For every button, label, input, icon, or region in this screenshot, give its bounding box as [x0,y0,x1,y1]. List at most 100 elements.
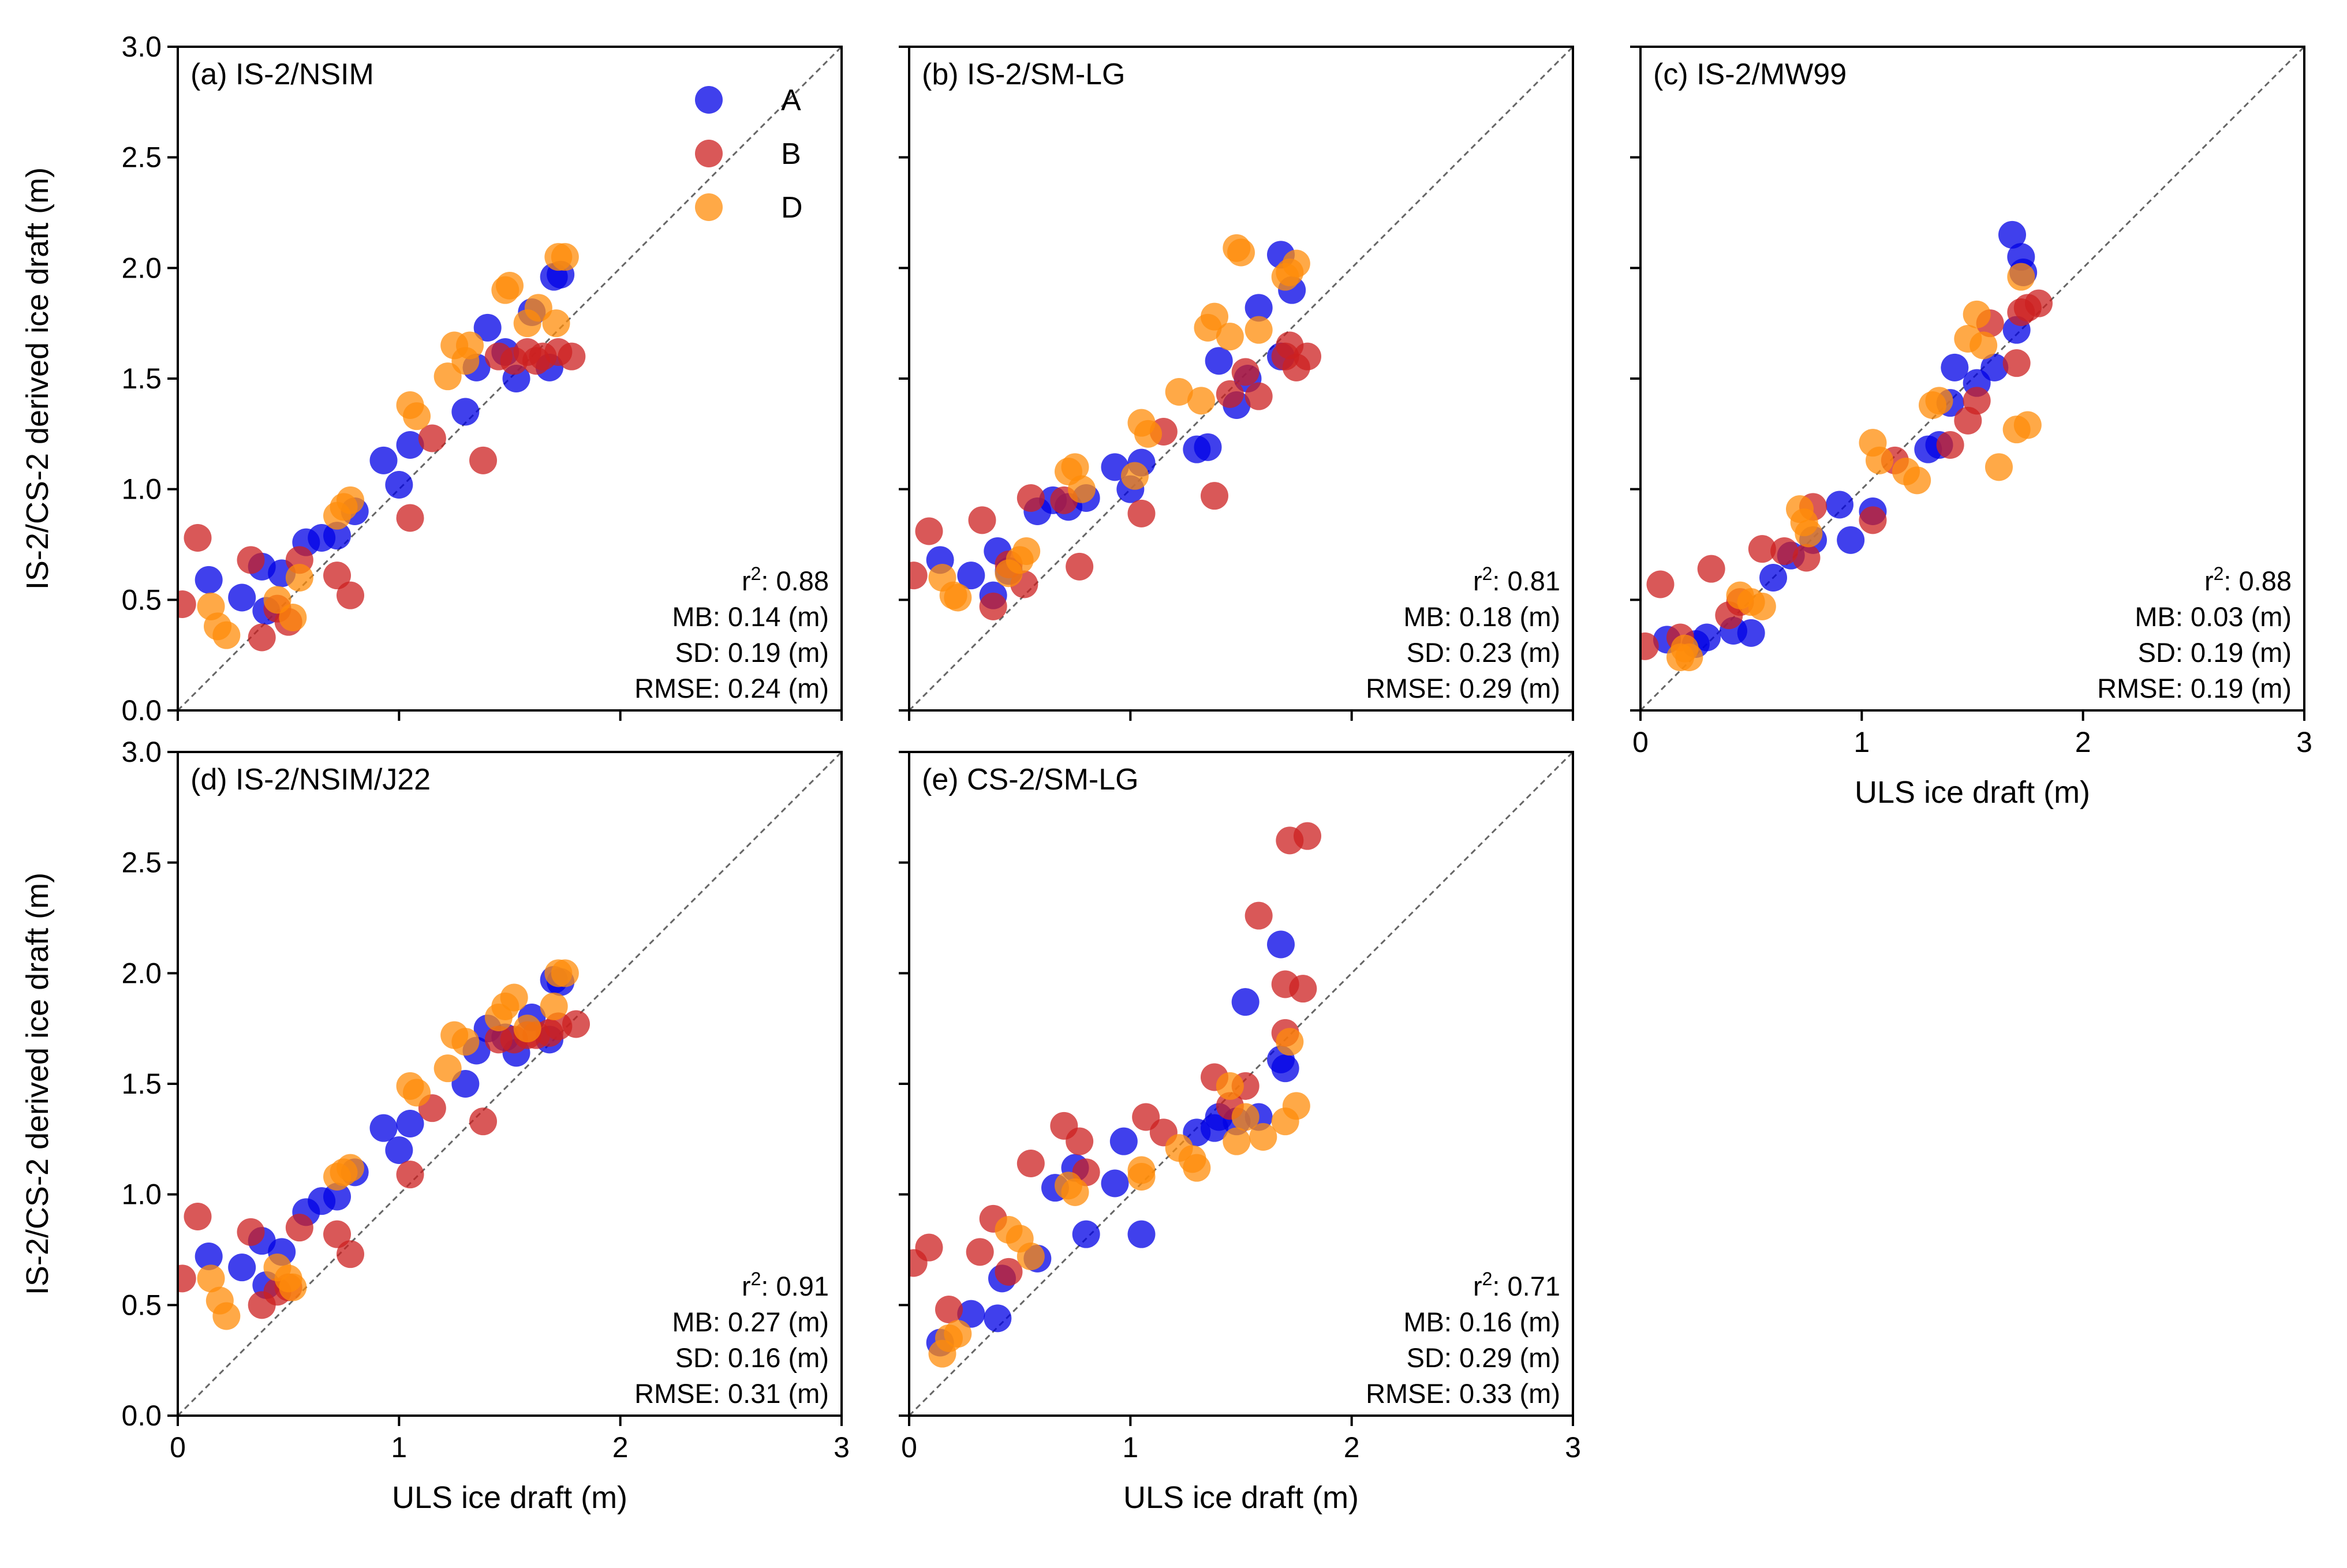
point-D [1231,1103,1260,1131]
y-tick-label: 1.0 [121,1178,162,1211]
point-B [323,562,351,590]
point-B [1859,506,1887,534]
point-B [1294,822,1321,850]
point-A [451,398,480,426]
panel-5: 0 1 2 3 ULS ice draft (m) (e) CS-2/SM-LG r2: 0… [899,751,1581,1515]
y-tick-label: 1.5 [121,1068,162,1100]
point-D [1127,1156,1156,1184]
panel-title: (e) CS-2/SM-LG [922,763,1139,796]
point-D [1216,1072,1244,1100]
point-A [1980,353,2009,381]
stat-sd: SD: 0.19 (m) [675,637,829,668]
point-D [1016,1243,1045,1270]
point-D [1183,1154,1211,1182]
panel-title: (b) IS-2/SM-LG [922,58,1126,91]
x-tick-label: 2 [1344,1431,1360,1464]
stat-r2: r2: 0.71 [1473,1268,1560,1301]
stat-sd: SD: 0.19 (m) [2138,637,2292,668]
point-D [1963,300,1991,328]
point-B [469,1107,497,1136]
panel-3: 0 1 2 3 ULS ice draft (m) (c) IS-2/MW99 r2: 0.… [1630,46,2312,810]
point-B [285,1214,313,1242]
panel-4: 0 1 2 3 0.0 0.5 1.0 1.5 2.0 2.5 3.0 ULS ice draft (… [20,736,850,1515]
point-B [1244,901,1273,930]
stat-mb: MB: 0.18 (m) [1403,601,1560,632]
point-D [337,1154,364,1182]
y-tick-label: 0.5 [121,583,162,616]
stat-mb: MB: 0.14 (m) [672,601,829,632]
panel-2: (b) IS-2/SM-LG r2: 0.81 MB: 0.18 (m) SD: 0.… [899,46,1574,721]
point-B [1127,499,1156,527]
point-A [984,1304,1012,1333]
point-D [944,1320,972,1348]
point-D [451,1028,480,1056]
point-A [195,1243,223,1270]
point-D [1201,302,1228,331]
point-D [1249,1123,1277,1151]
point-B [248,623,276,652]
point-B [1792,544,1821,572]
point-A [1101,1169,1129,1197]
point-D [540,992,568,1020]
x-tick-label: 3 [2296,726,2312,758]
point-D [500,983,528,1012]
legend-marker-B [695,140,723,167]
stat-mb: MB: 0.03 (m) [2135,601,2292,632]
point-D [551,959,579,987]
point-D [1216,323,1244,351]
scatter-points [178,959,590,1330]
x-tick-label: 1 [1122,1431,1138,1464]
point-A [1737,619,1765,647]
y-tick-label: 2.5 [121,141,162,174]
stat-rmse: RMSE: 0.24 (m) [634,673,829,703]
point-B [337,1240,364,1268]
point-D [1748,592,1776,620]
point-B [1201,482,1228,510]
point-B [2025,289,2053,317]
stat-rmse: RMSE: 0.33 (m) [1366,1378,1560,1409]
point-A [396,431,424,459]
point-D [1165,378,1193,406]
point-A [473,313,502,342]
point-D [403,402,431,431]
point-A [1231,988,1260,1016]
scatter-points [178,243,586,652]
x-tick-label: 3 [1565,1431,1581,1464]
x-axis-label: ULS ice draft (m) [392,1480,627,1515]
point-D [1276,1028,1304,1056]
stat-r2: r2: 0.88 [742,563,829,596]
legend-label-D: D [781,191,803,224]
point-B [2002,349,2031,377]
x-tick-label: 1 [391,1431,407,1464]
stat-sd: SD: 0.29 (m) [1407,1342,1560,1373]
point-B [178,1264,196,1293]
point-D [1282,1092,1310,1120]
x-tick-label: 1 [1853,726,1870,758]
point-B [1066,552,1094,581]
point-B [1697,555,1725,583]
point-D [1985,453,2013,481]
x-tick-label: 2 [2075,726,2091,758]
point-B [1963,387,1991,415]
point-B [1640,632,1659,660]
legend-marker-D [695,193,723,221]
point-D [1227,238,1255,267]
point-A [369,446,398,474]
point-D [1795,519,1823,548]
stat-rmse: RMSE: 0.29 (m) [1366,673,1560,703]
y-tick-label: 2.5 [121,847,162,879]
point-A [1837,526,1865,554]
point-D [1925,387,1953,415]
point-A [1127,1220,1156,1248]
point-B [469,446,497,474]
point-D [403,1079,431,1107]
point-A [1271,1054,1299,1083]
point-B [909,562,928,590]
point-B [184,1203,212,1230]
panel-title: (d) IS-2/NSIM/J22 [190,763,431,796]
point-B [979,592,1007,620]
point-B [935,1296,963,1323]
point-B [1016,484,1045,512]
point-D [1061,453,1089,481]
stat-rmse: RMSE: 0.31 (m) [634,1378,829,1409]
